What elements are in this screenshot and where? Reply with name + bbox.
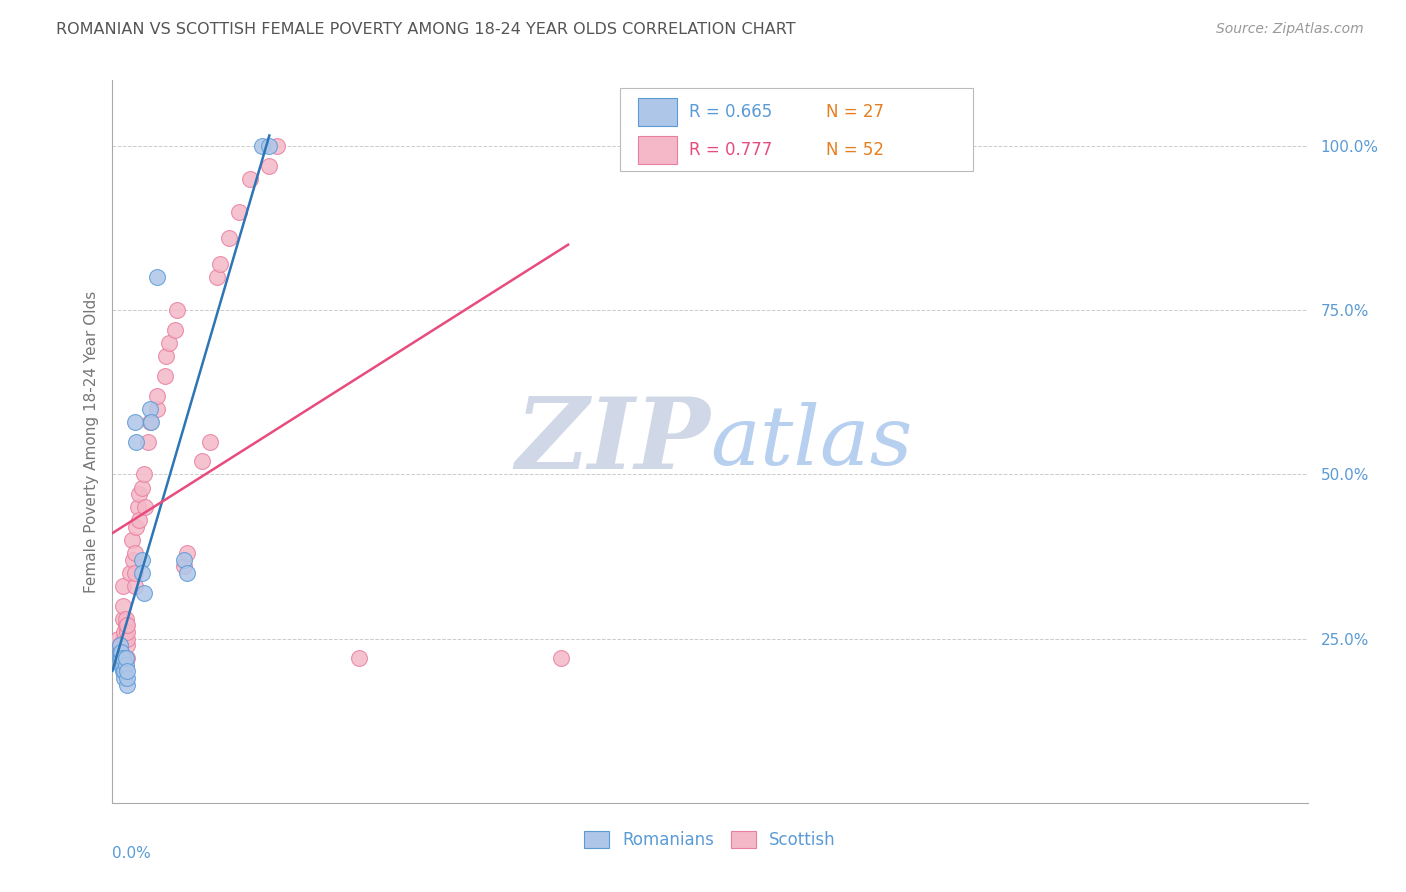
Point: [117, 638, 139, 652]
Point: [125, 434, 148, 449]
Point: [108, 645, 131, 659]
Point: [134, 500, 156, 515]
Point: [108, 651, 131, 665]
Point: [117, 651, 139, 665]
Point: [107, 632, 129, 646]
Text: ROMANIAN VS SCOTTISH FEMALE POVERTY AMONG 18-24 YEAR OLDS CORRELATION CHART: ROMANIAN VS SCOTTISH FEMALE POVERTY AMON…: [56, 22, 796, 37]
Point: [139, 401, 162, 416]
Y-axis label: Female Poverty Among 18-24 Year Olds: Female Poverty Among 18-24 Year Olds: [83, 291, 98, 592]
Point: [139, 415, 162, 429]
Point: [146, 401, 169, 416]
Point: [120, 566, 142, 580]
Point: [111, 579, 134, 593]
Point: [111, 657, 134, 672]
Point: [110, 651, 132, 665]
Point: [228, 204, 250, 219]
Point: [146, 388, 169, 402]
Point: [108, 638, 131, 652]
Point: [198, 434, 221, 449]
Point: [131, 566, 153, 580]
Text: atlas: atlas: [710, 401, 912, 482]
Point: [125, 520, 148, 534]
Point: [115, 651, 138, 665]
Text: Source: ZipAtlas.com: Source: ZipAtlas.com: [1216, 22, 1364, 37]
Point: [122, 553, 145, 567]
Text: N = 52: N = 52: [825, 141, 884, 160]
Point: [110, 645, 132, 659]
Point: [114, 665, 135, 679]
Point: [250, 139, 273, 153]
Point: [108, 645, 131, 659]
Point: [173, 559, 195, 574]
Legend: Romanians, Scottish: Romanians, Scottish: [578, 824, 842, 856]
Point: [131, 481, 153, 495]
FancyBboxPatch shape: [638, 98, 676, 127]
Point: [550, 651, 572, 665]
Point: [108, 638, 131, 652]
Point: [128, 513, 150, 527]
Point: [166, 303, 188, 318]
Point: [115, 657, 138, 672]
Point: [121, 533, 143, 547]
FancyBboxPatch shape: [620, 87, 973, 170]
Point: [138, 434, 160, 449]
Text: N = 27: N = 27: [825, 103, 884, 121]
Text: R = 0.777: R = 0.777: [689, 141, 772, 160]
Point: [239, 171, 262, 186]
Point: [111, 665, 134, 679]
Point: [124, 546, 146, 560]
Point: [114, 671, 135, 685]
Point: [347, 651, 370, 665]
Point: [114, 632, 135, 646]
Point: [165, 323, 187, 337]
Point: [117, 632, 139, 646]
Point: [218, 231, 240, 245]
Point: [124, 415, 146, 429]
Point: [127, 500, 149, 515]
Point: [155, 349, 177, 363]
FancyBboxPatch shape: [638, 136, 676, 164]
Point: [259, 159, 281, 173]
Text: ZIP: ZIP: [515, 393, 710, 490]
Point: [124, 566, 146, 580]
Point: [153, 368, 176, 383]
Point: [111, 651, 134, 665]
Point: [117, 671, 139, 685]
Point: [110, 645, 132, 659]
Point: [191, 454, 214, 468]
Point: [173, 553, 195, 567]
Point: [117, 665, 139, 679]
Point: [111, 599, 134, 613]
Point: [205, 270, 228, 285]
Point: [128, 487, 150, 501]
Point: [209, 257, 232, 271]
Point: [115, 612, 138, 626]
Point: [117, 618, 139, 632]
Point: [132, 585, 155, 599]
Point: [110, 651, 132, 665]
Point: [111, 612, 134, 626]
Point: [266, 139, 288, 153]
Point: [259, 139, 281, 153]
Point: [124, 579, 146, 593]
Point: [132, 467, 155, 482]
Point: [146, 270, 169, 285]
Point: [114, 625, 135, 640]
Point: [141, 415, 163, 429]
Point: [176, 546, 198, 560]
Point: [131, 553, 153, 567]
Point: [176, 566, 198, 580]
Point: [117, 625, 139, 640]
Point: [110, 657, 132, 672]
Text: 0.0%: 0.0%: [112, 847, 152, 861]
Text: R = 0.665: R = 0.665: [689, 103, 772, 121]
Point: [157, 336, 180, 351]
Point: [115, 618, 138, 632]
Point: [117, 677, 139, 691]
